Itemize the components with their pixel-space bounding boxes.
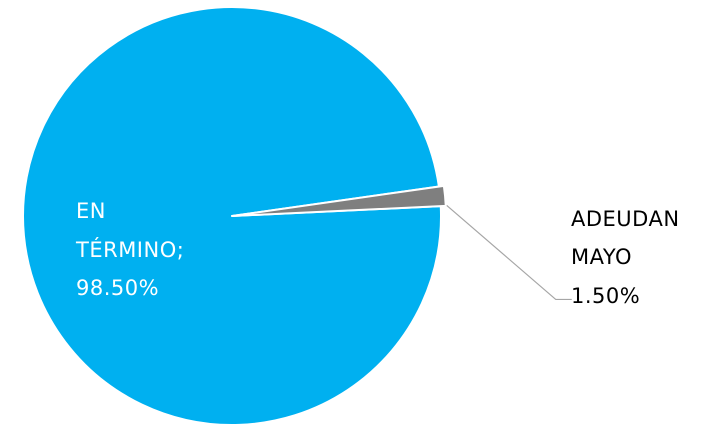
slice-label-en-termino: EN TÉRMINO; 98.50% bbox=[75, 199, 192, 300]
pie-slice-adeudan-mayo bbox=[231, 184, 447, 217]
slice-label-adeudan-mayo: ADEUDAN MAYO 1.50% bbox=[571, 207, 687, 308]
slice-label-adeudan-mayo-line-2: MAYO bbox=[571, 245, 632, 269]
slice-label-en-termino-line-2: TÉRMINO; bbox=[75, 237, 184, 262]
slice-label-en-termino-line-3: 98.50% bbox=[76, 276, 159, 300]
pie-slices bbox=[22, 6, 447, 425]
slice-label-adeudan-mayo-line-3: 1.50% bbox=[571, 284, 640, 308]
leader-line-adeudan bbox=[446, 204, 572, 301]
slice-label-adeudan-mayo-line-1: ADEUDAN bbox=[571, 207, 680, 231]
slice-label-en-termino-line-1: EN bbox=[76, 199, 106, 223]
pie-labels: EN TÉRMINO; 98.50% ADEUDAN MAYO 1.50% bbox=[75, 199, 687, 308]
